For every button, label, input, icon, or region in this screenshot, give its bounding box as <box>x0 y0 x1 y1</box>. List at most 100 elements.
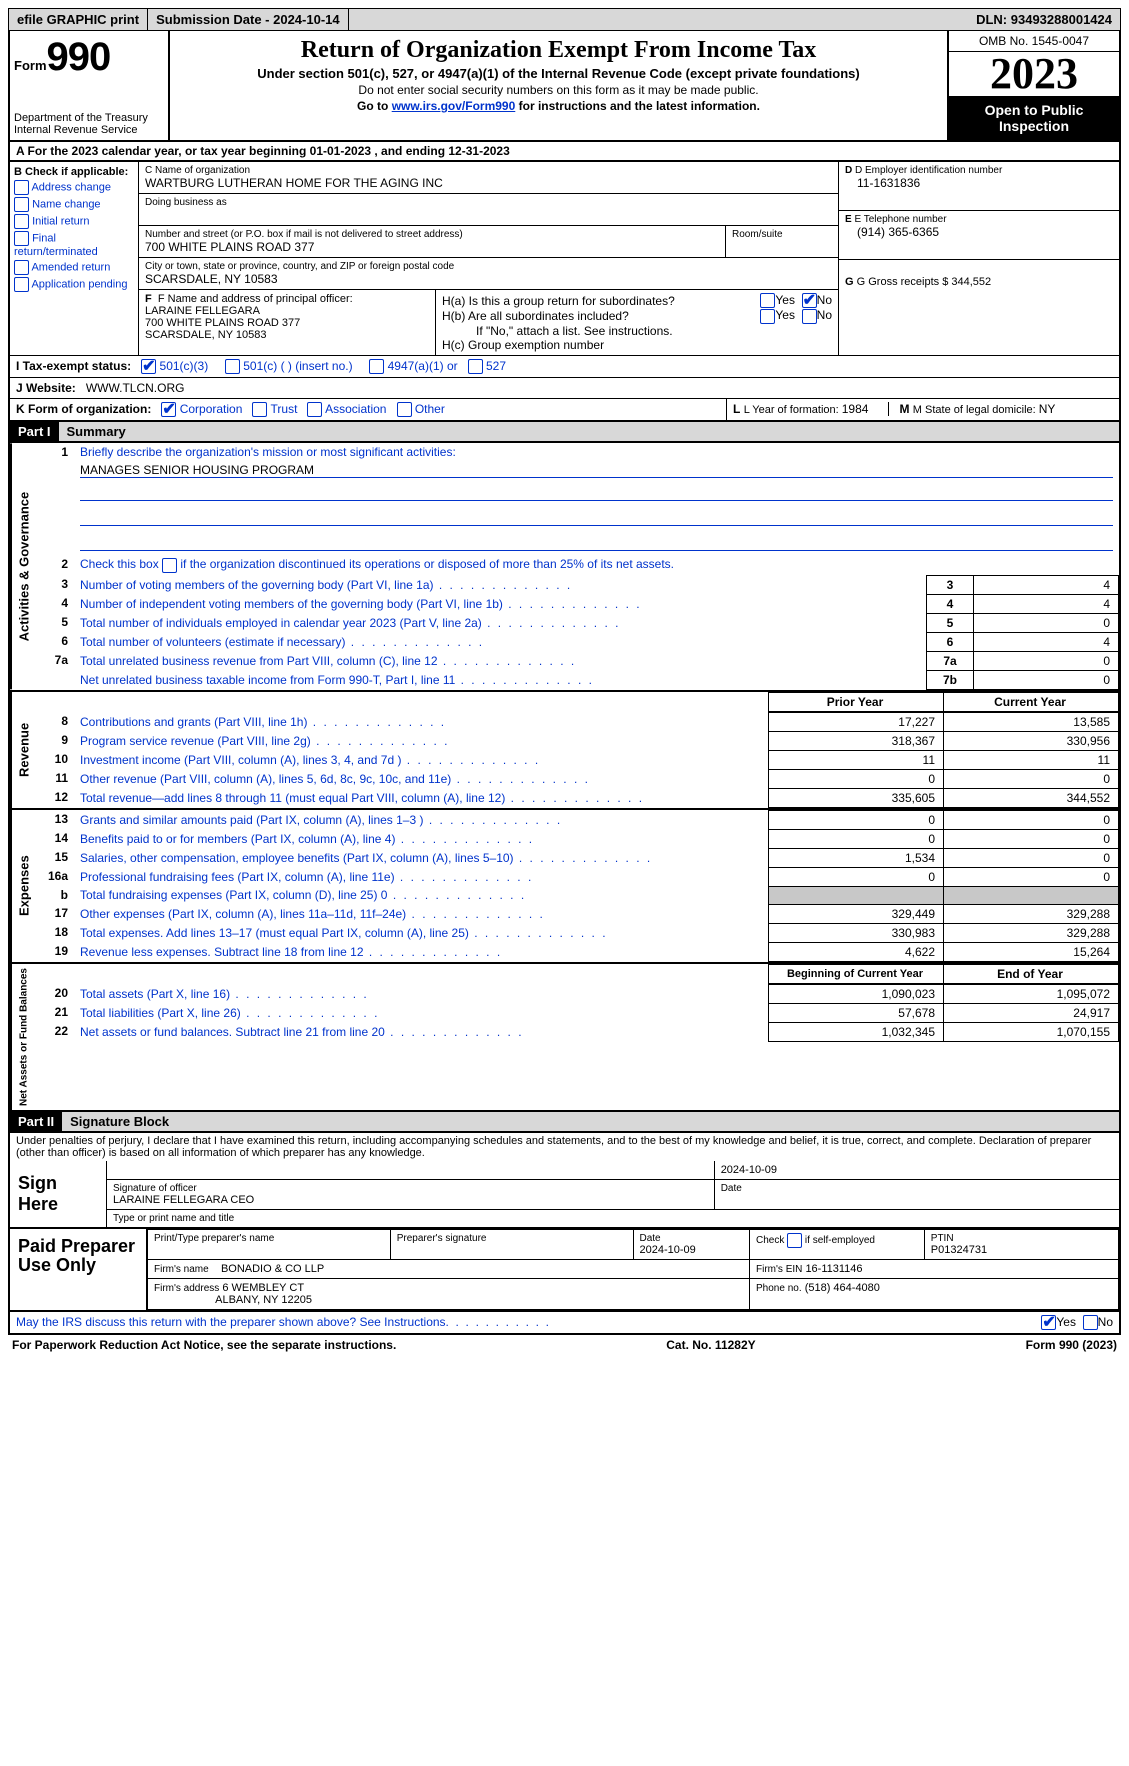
dln: DLN: 93493288001424 <box>968 9 1120 30</box>
cb-trust[interactable] <box>252 402 267 417</box>
line2-desc: Check this box if the organization disco… <box>74 555 1119 574</box>
table-row: 3Number of voting members of the governi… <box>36 575 1119 594</box>
form990-link[interactable]: www.irs.gov/Form990 <box>392 99 516 113</box>
entity-info-block: B Check if applicable: Address change Na… <box>8 162 1121 355</box>
revenue-vlabel: Revenue <box>10 692 36 808</box>
table-row: 14Benefits paid to or for members (Part … <box>36 829 1119 848</box>
tax-exempt-label: I Tax-exempt status: <box>16 359 131 373</box>
table-row: 15Salaries, other compensation, employee… <box>36 848 1119 867</box>
table-row: 18Total expenses. Add lines 13–17 (must … <box>36 923 1119 942</box>
line1-desc: Briefly describe the organization's miss… <box>74 443 1119 461</box>
mission-text: MANAGES SENIOR HOUSING PROGRAM <box>80 463 1113 478</box>
ein-cell: D D Employer identification number 11-16… <box>839 162 1119 211</box>
year-formation: L L Year of formation: 1984 <box>733 402 889 416</box>
expenses-vlabel: Expenses <box>10 810 36 962</box>
discuss-row: May the IRS discuss this return with the… <box>8 1312 1121 1335</box>
officer-name: LARAINE FELLEGARA CEO <box>113 1194 708 1206</box>
ptin: P01324731 <box>931 1244 1112 1256</box>
table-row: Net unrelated business taxable income fr… <box>36 670 1119 689</box>
cb-amended-return[interactable]: Amended return <box>14 260 134 275</box>
cb-discuss-no[interactable] <box>1083 1315 1098 1330</box>
website-label: J Website: <box>16 381 76 395</box>
preparer-label: Paid Preparer Use Only <box>10 1229 147 1310</box>
cb-501c[interactable] <box>225 359 240 374</box>
cb-4947[interactable] <box>369 359 384 374</box>
cb-name-change[interactable]: Name change <box>14 197 134 212</box>
current-year-hdr: Current Year <box>944 692 1119 711</box>
goto-note: Go to www.irs.gov/Form990 for instructio… <box>180 99 937 113</box>
h-a: H(a) Is this a group return for subordin… <box>442 293 832 308</box>
firm-phone: (518) 464-4080 <box>805 1282 880 1294</box>
part1-header: Part I Summary <box>8 422 1121 443</box>
department: Department of the Treasury Internal Reve… <box>14 112 164 136</box>
h-b-note: If "No," attach a list. See instructions… <box>442 324 832 338</box>
form-header: Form990 Department of the Treasury Inter… <box>8 31 1121 142</box>
table-row: 20Total assets (Part X, line 16)1,090,02… <box>36 984 1119 1003</box>
cb-initial-return[interactable]: Initial return <box>14 214 134 229</box>
sign-here-label: Sign Here <box>10 1161 107 1227</box>
dba-cell: Doing business as <box>139 194 838 226</box>
table-row: 17Other expenses (Part IX, column (A), l… <box>36 904 1119 923</box>
netassets-vlabel: Net Assets or Fund Balances <box>10 964 36 1110</box>
end-year-hdr: End of Year <box>944 964 1119 983</box>
table-row: 13Grants and similar amounts paid (Part … <box>36 810 1119 829</box>
gross-receipts-cell: G G Gross receipts $ 344,552 <box>839 260 1119 291</box>
cb-address-change[interactable]: Address change <box>14 180 134 195</box>
cb-association[interactable] <box>307 402 322 417</box>
firm-name: BONADIO & CO LLP <box>221 1263 324 1275</box>
expenses-section: Expenses 13Grants and similar amounts pa… <box>8 810 1121 964</box>
cb-other[interactable] <box>397 402 412 417</box>
officer-label: F F Name and address of principal office… <box>145 293 429 305</box>
cb-application-pending[interactable]: Application pending <box>14 277 134 292</box>
row-f-h: F F Name and address of principal office… <box>139 290 838 355</box>
firm-ein: 16-1131146 <box>805 1263 862 1275</box>
submission-date: Submission Date - 2024-10-14 <box>148 9 349 30</box>
sign-date: 2024-10-09 <box>714 1161 1119 1180</box>
page-footer: For Paperwork Reduction Act Notice, see … <box>8 1335 1121 1355</box>
cb-final-return[interactable]: Final return/terminated <box>14 231 134 258</box>
top-bar: efile GRAPHIC print Submission Date - 20… <box>8 8 1121 31</box>
cb-corporation[interactable] <box>161 402 176 417</box>
website-value: WWW.TLCN.ORG <box>86 381 185 395</box>
inspection-badge: Open to Public Inspection <box>949 96 1119 140</box>
table-row: 16aProfessional fundraising fees (Part I… <box>36 867 1119 886</box>
table-row: 10Investment income (Part VIII, column (… <box>36 750 1119 769</box>
sign-here-block: Sign Here 2024-10-09 Signature of office… <box>8 1161 1121 1229</box>
row-a-tax-year: A For the 2023 calendar year, or tax yea… <box>8 142 1121 162</box>
table-row: 8Contributions and grants (Part VIII, li… <box>36 712 1119 731</box>
table-row: 6Total number of volunteers (estimate if… <box>36 632 1119 651</box>
street-row: Number and street (or P.O. box if mail i… <box>139 226 838 258</box>
table-row: 7aTotal unrelated business revenue from … <box>36 651 1119 670</box>
h-b: H(b) Are all subordinates included? Yes … <box>442 308 832 323</box>
table-row: 4Number of independent voting members of… <box>36 594 1119 613</box>
form-number: Form990 <box>14 35 164 80</box>
table-row: 9Program service revenue (Part VIII, lin… <box>36 731 1119 750</box>
governance-section: Activities & Governance 1Briefly describ… <box>8 443 1121 691</box>
form-title: Return of Organization Exempt From Incom… <box>180 37 937 64</box>
section-b-label: B Check if applicable: <box>14 166 134 178</box>
cb-501c3[interactable] <box>141 359 156 374</box>
table-row: 12Total revenue—add lines 8 through 11 (… <box>36 788 1119 807</box>
cb-527[interactable] <box>468 359 483 374</box>
cb-discuss-yes[interactable] <box>1041 1315 1056 1330</box>
revenue-section: Revenue Prior Year Current Year 8Contrib… <box>8 692 1121 810</box>
penalties-text: Under penalties of perjury, I declare th… <box>8 1133 1121 1161</box>
preparer-block: Paid Preparer Use Only Print/Type prepar… <box>8 1229 1121 1312</box>
table-row: bTotal fundraising expenses (Part IX, co… <box>36 886 1119 904</box>
ssn-note: Do not enter social security numbers on … <box>180 83 937 97</box>
table-row: 21Total liabilities (Part X, line 26)57,… <box>36 1003 1119 1022</box>
state-domicile: M M State of legal domicile: NY <box>899 402 1055 416</box>
org-name-cell: C Name of organization WARTBURG LUTHERAN… <box>139 162 838 194</box>
netassets-section: Net Assets or Fund Balances Beginning of… <box>8 964 1121 1112</box>
prior-year-hdr: Prior Year <box>769 692 944 711</box>
form-subtitle: Under section 501(c), 527, or 4947(a)(1)… <box>180 66 937 81</box>
h-c: H(c) Group exemption number <box>442 338 832 352</box>
table-row: 5Total number of individuals employed in… <box>36 613 1119 632</box>
city-cell: City or town, state or province, country… <box>139 258 838 290</box>
form-org-label: K Form of organization: <box>16 402 151 416</box>
part2-header: Part II Signature Block <box>8 1112 1121 1133</box>
begin-year-hdr: Beginning of Current Year <box>769 964 944 983</box>
rows-ijklm: I Tax-exempt status: 501(c)(3) 501(c) ( … <box>8 355 1121 423</box>
phone-cell: E E Telephone number (914) 365-6365 <box>839 211 1119 260</box>
table-row: 19Revenue less expenses. Subtract line 1… <box>36 942 1119 961</box>
